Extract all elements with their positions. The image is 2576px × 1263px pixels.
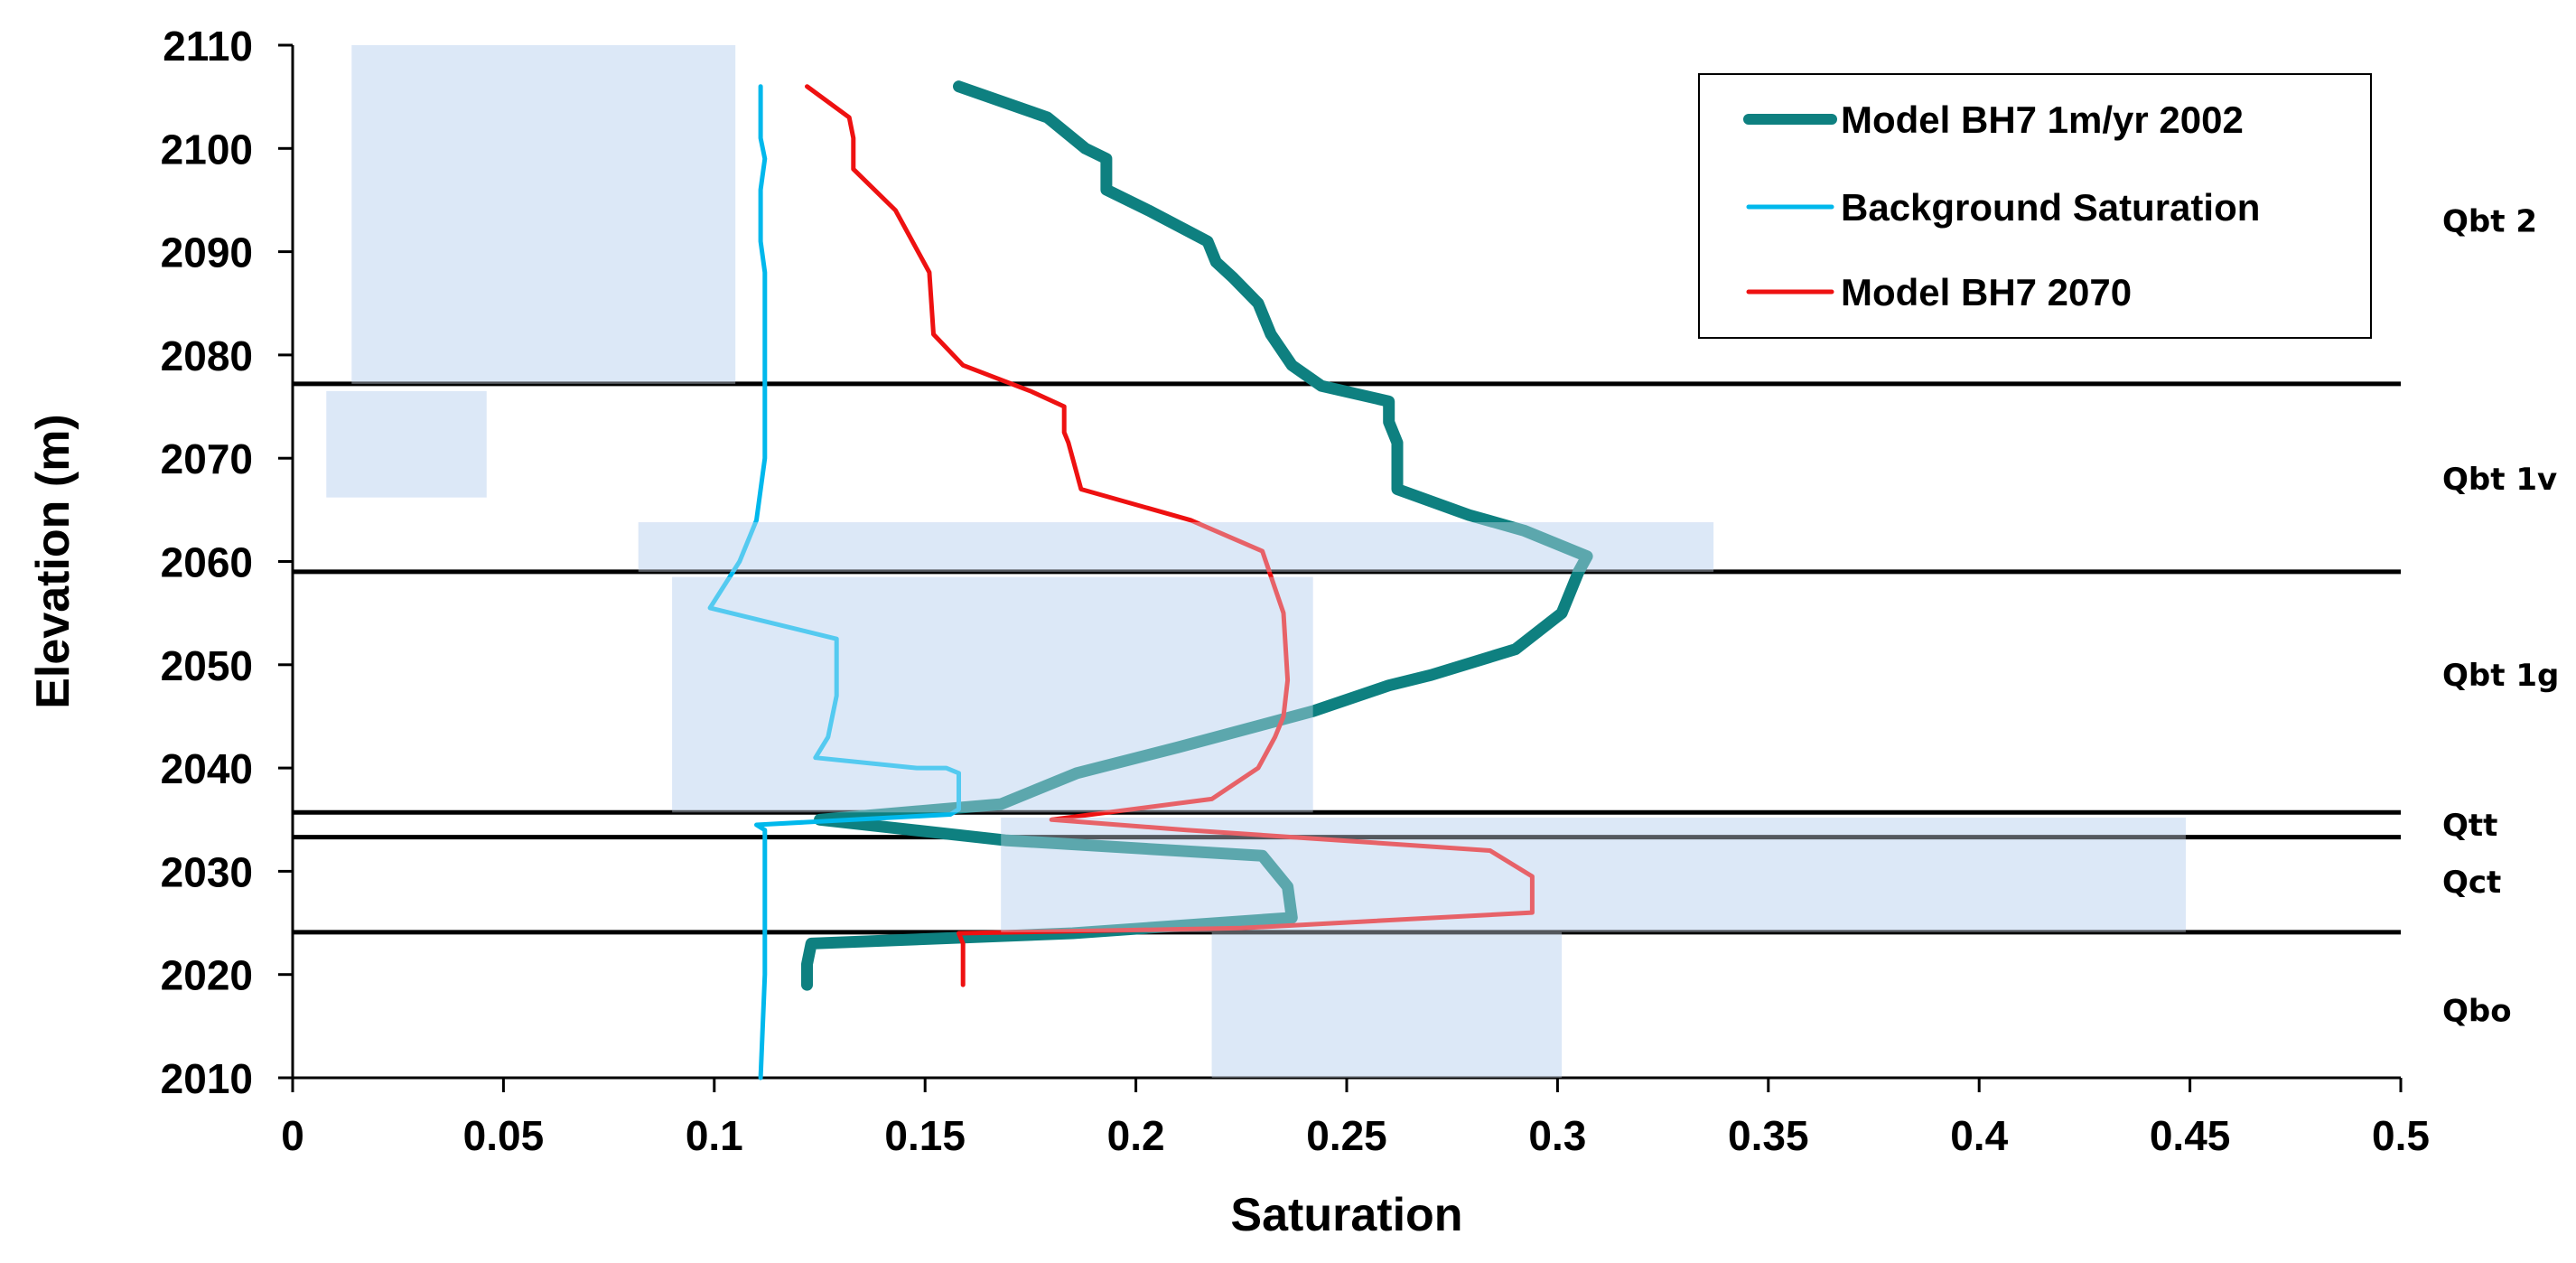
x-tick-label-3: 0.15: [884, 1112, 966, 1159]
layer-label-4: Qct: [2442, 865, 2501, 901]
layer-labels: Qbt 2 Qbt 1v Qbt 1g Qtt Qct Qbo: [2442, 203, 2559, 1029]
series-line-0: [801, 80, 1593, 991]
y-axis-title: Elevation (m): [27, 414, 79, 709]
y-tick-label-1: 2020: [161, 952, 253, 999]
series-line-1: [707, 84, 961, 1081]
x-tick-label-7: 0.35: [1728, 1112, 1809, 1159]
layer-boundaries: [293, 381, 2401, 935]
y-tick-label-6: 2070: [161, 435, 253, 482]
x-tick-label-2: 0.1: [686, 1112, 743, 1159]
y-tick-label-7: 2080: [161, 332, 253, 379]
layer-label-0: Qbt 2: [2442, 203, 2537, 239]
x-tick-label-1: 0.05: [463, 1112, 545, 1159]
shaded-range-0: [351, 45, 736, 384]
y-tick-label-9: 2100: [161, 126, 253, 173]
shaded-range-overlay-0: [351, 45, 736, 384]
data-series: [707, 80, 1593, 1081]
x-tick-label-8: 0.4: [1950, 1112, 2008, 1159]
shaded-range-overlay-1: [326, 390, 487, 498]
shaded-range-5: [1211, 931, 1563, 1078]
layer-label-5: Qbo: [2442, 994, 2512, 1030]
x-tick-label-9: 0.45: [2150, 1112, 2231, 1159]
axes: 2010 2020 2030 2040 2050 2060 2070 2080 2090 2100…: [161, 23, 2430, 1159]
x-tick-label-10: 0.5: [2372, 1112, 2430, 1159]
x-tick-label-6: 0.3: [1528, 1112, 1586, 1159]
legend-label-model-2070: Model BH7 2070: [1841, 271, 2132, 313]
overlay-shades: [326, 45, 2186, 1078]
x-axis-title: Saturation: [1230, 1189, 1462, 1241]
x-tick-label-0: 0: [281, 1112, 304, 1159]
shaded-range-overlay-5: [1211, 931, 1563, 1078]
shaded-range-overlay-4: [1001, 817, 2186, 932]
shaded-range-3: [672, 576, 1313, 813]
legend: Model BH7 1m/yr 2002 Background Saturati…: [1698, 73, 2372, 339]
y-tick-label-4: 2050: [161, 642, 253, 689]
series-line-2: [805, 84, 1535, 987]
y-tick-label-10: 2110: [163, 23, 253, 70]
y-tick-label-0: 2010: [161, 1055, 253, 1102]
x-tick-label-4: 0.2: [1107, 1112, 1165, 1159]
legend-label-background: Background Saturation: [1841, 186, 2260, 229]
layer-label-1: Qbt 1v: [2442, 462, 2557, 498]
x-tick-label-5: 0.25: [1306, 1112, 1387, 1159]
shaded-range-1: [326, 390, 487, 498]
y-tick-label-2: 2030: [161, 848, 253, 895]
layer-label-3: Qtt: [2442, 808, 2497, 844]
y-tick-label-3: 2040: [161, 745, 253, 792]
shaded-range-overlay-3: [672, 576, 1313, 813]
layer-label-2: Qbt 1g: [2442, 658, 2559, 694]
legend-label-model-2002: Model BH7 1m/yr 2002: [1841, 98, 2244, 141]
y-tick-label-8: 2090: [161, 229, 253, 276]
y-tick-label-5: 2060: [161, 539, 253, 586]
shaded-range-overlay-2: [638, 522, 1714, 572]
